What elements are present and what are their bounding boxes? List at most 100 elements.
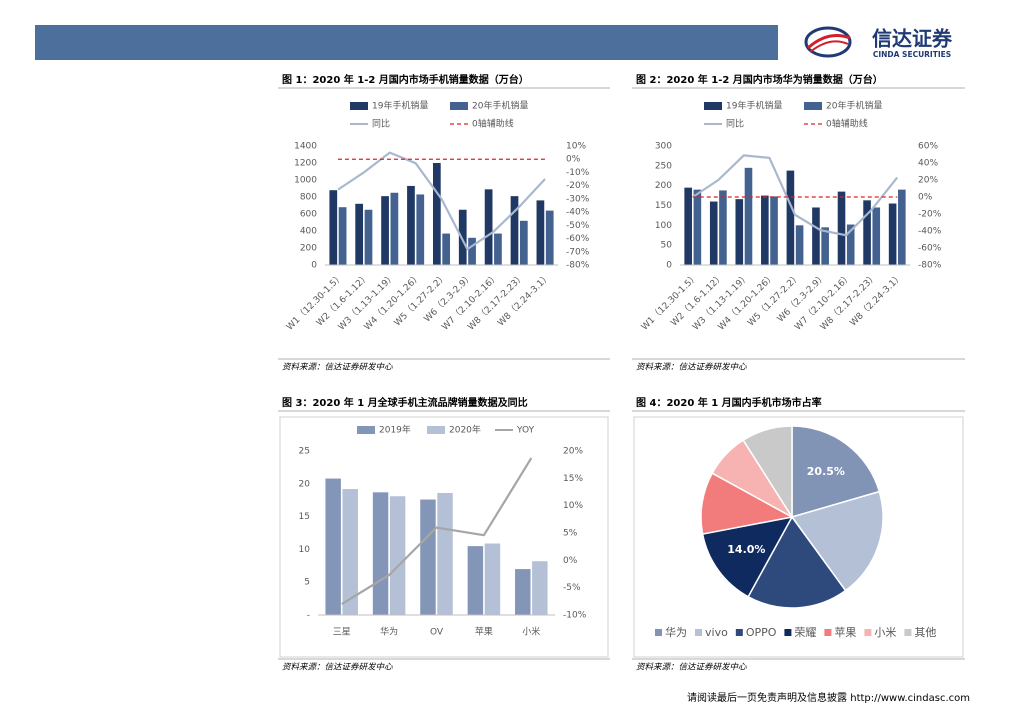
bar xyxy=(846,224,855,265)
bar xyxy=(364,209,373,265)
data-label: 14.0% xyxy=(727,543,765,556)
logo-text-en: CINDA SECURITIES xyxy=(873,50,951,59)
y-tick-label: 5 xyxy=(304,578,310,588)
footer: 请阅读最后一页免责声明及信息披露 http://www.cindasc.com xyxy=(687,691,970,704)
y2-tick-label: -20% xyxy=(566,181,590,191)
logo-text: 信达证券 xyxy=(872,27,953,51)
bar xyxy=(484,543,501,615)
logo-swoosh xyxy=(806,34,851,50)
y-tick-label: 1000 xyxy=(294,176,317,186)
source: 资料来源：信达证券研发中心 xyxy=(636,362,747,373)
bar xyxy=(389,496,406,615)
y2-tick-label: 0% xyxy=(563,556,578,566)
panel-border xyxy=(633,416,964,658)
legend-swatch xyxy=(350,102,368,110)
y2-tick-label: -60% xyxy=(918,244,942,254)
legend-label: vivo xyxy=(705,626,728,639)
y-tick-label: 600 xyxy=(300,210,317,220)
y-tick-label: 200 xyxy=(655,181,672,191)
data-label: 20.5% xyxy=(807,465,845,478)
bar xyxy=(532,561,548,615)
legend-label: 2020年 xyxy=(449,424,481,436)
figure-title: 图 2：2020 年 1-2 月国内市场华为销量数据（万台） xyxy=(636,73,883,86)
legend-label: 同比 xyxy=(726,118,744,130)
y-tick-label: 20 xyxy=(299,479,311,489)
legend-label: 0轴辅助线 xyxy=(472,118,514,130)
bar xyxy=(837,191,846,265)
bar xyxy=(381,196,389,265)
bar xyxy=(329,190,338,265)
line-series xyxy=(692,154,899,237)
y2-tick-label: -80% xyxy=(918,261,942,271)
legend-label: 华为 xyxy=(665,625,687,639)
y-tick-label: 0 xyxy=(311,261,317,271)
legend-swatch xyxy=(824,629,832,636)
bar xyxy=(898,189,906,265)
logo-swoosh xyxy=(809,40,849,53)
bar xyxy=(735,199,744,265)
y-tick-label: 1400 xyxy=(294,142,317,152)
legend-label: 荣耀 xyxy=(794,626,816,639)
pie-slice xyxy=(747,515,847,609)
source: 资料来源：信达证券研发中心 xyxy=(282,662,393,673)
y2-tick-label: 10% xyxy=(566,142,586,152)
bar xyxy=(494,233,502,265)
bar xyxy=(484,189,493,265)
bar xyxy=(468,237,476,265)
bar xyxy=(519,220,528,265)
bar xyxy=(536,200,545,265)
logo-ring xyxy=(804,26,852,58)
y2-tick-label: -40% xyxy=(566,208,590,218)
legend-swatch xyxy=(655,629,662,636)
legend-swatch xyxy=(695,629,702,636)
bar xyxy=(390,192,399,265)
y2-tick-label: -50% xyxy=(566,221,590,231)
legend-swatch xyxy=(450,102,468,110)
y-tick-label: 100 xyxy=(655,221,672,231)
bar xyxy=(407,185,415,265)
legend-label: 19年手机销量 xyxy=(726,100,782,112)
bar xyxy=(786,170,795,265)
bar xyxy=(684,187,692,265)
x-tick-label: 华为 xyxy=(380,626,398,638)
x-tick-label: 苹果 xyxy=(475,626,493,638)
y2-tick-label: 60% xyxy=(918,142,938,152)
y2-tick-label: 15% xyxy=(563,474,583,484)
y-tick-label: 25 xyxy=(299,447,310,457)
legend-label: 0轴辅助线 xyxy=(826,118,868,130)
legend-swatch xyxy=(784,629,792,636)
pie-slice xyxy=(791,425,881,518)
bar xyxy=(338,207,347,265)
bar xyxy=(342,489,358,615)
y-tick-label: - xyxy=(307,611,310,621)
legend-swatch xyxy=(864,629,872,636)
y2-tick-label: 0% xyxy=(918,193,933,203)
x-tick-label: 小米 xyxy=(522,626,540,638)
legend-label: OPPO xyxy=(746,626,777,639)
y2-tick-label: 0% xyxy=(566,155,581,165)
legend-swatch xyxy=(704,102,722,110)
y-tick-label: 150 xyxy=(655,201,672,211)
bar xyxy=(442,233,451,265)
y2-tick-label: 40% xyxy=(918,159,938,169)
bar xyxy=(872,207,881,265)
y2-tick-label: -80% xyxy=(566,261,590,271)
y2-tick-label: 5% xyxy=(563,529,578,539)
y2-tick-label: -60% xyxy=(566,234,590,244)
y-tick-label: 300 xyxy=(655,142,672,152)
bar xyxy=(437,492,453,615)
pie-slice xyxy=(701,515,794,598)
x-tick-label: OV xyxy=(430,628,444,638)
y2-tick-label: -10% xyxy=(563,611,587,621)
y-tick-label: 50 xyxy=(661,241,673,251)
bar xyxy=(795,225,804,265)
bar xyxy=(761,195,769,265)
bar xyxy=(744,167,753,265)
bar xyxy=(545,210,554,265)
y2-tick-label: -10% xyxy=(566,168,590,178)
bar xyxy=(467,546,484,615)
y2-tick-label: 20% xyxy=(563,447,583,457)
source: 资料来源：信达证券研发中心 xyxy=(636,662,747,673)
y2-tick-label: 10% xyxy=(563,501,583,511)
